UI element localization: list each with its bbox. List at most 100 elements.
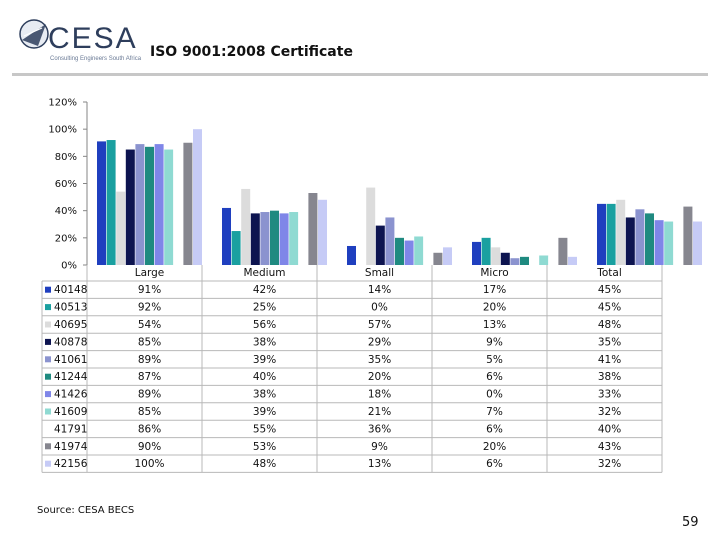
legend-swatch bbox=[45, 356, 51, 363]
bar bbox=[568, 256, 577, 265]
bar bbox=[491, 247, 501, 265]
bar bbox=[625, 217, 635, 265]
data-label: 32% bbox=[598, 406, 621, 418]
data-label: 18% bbox=[368, 389, 391, 401]
legend-swatch bbox=[45, 443, 51, 450]
data-label: 43% bbox=[598, 441, 621, 453]
bar bbox=[664, 221, 674, 265]
bar bbox=[97, 141, 106, 265]
data-label: 38% bbox=[598, 371, 621, 383]
bar bbox=[241, 188, 251, 265]
page-title: ISO 9001:2008 Certificate bbox=[150, 44, 353, 60]
data-label: 90% bbox=[138, 441, 161, 453]
data-label: 14% bbox=[368, 284, 391, 296]
data-label: 48% bbox=[598, 319, 621, 331]
bar bbox=[404, 240, 414, 265]
bar bbox=[385, 217, 395, 265]
bar bbox=[308, 193, 318, 265]
bar bbox=[231, 231, 241, 265]
legend-swatch bbox=[45, 304, 51, 311]
data-label: 89% bbox=[138, 354, 161, 366]
legend-label: 41609 bbox=[54, 406, 87, 418]
bar bbox=[154, 144, 164, 265]
bar bbox=[558, 237, 568, 265]
category-label: Total bbox=[596, 267, 622, 279]
data-label: 85% bbox=[138, 406, 161, 418]
data-label: 0% bbox=[486, 389, 503, 401]
data-label: 6% bbox=[486, 371, 503, 383]
data-label: 32% bbox=[598, 458, 621, 470]
bar bbox=[616, 199, 626, 265]
bar bbox=[520, 256, 529, 265]
data-label: 21% bbox=[368, 406, 391, 418]
bar bbox=[597, 203, 606, 265]
data-label: 41% bbox=[598, 354, 621, 366]
bar bbox=[183, 142, 193, 265]
data-label: 13% bbox=[368, 458, 391, 470]
y-tick-label: 100% bbox=[48, 125, 77, 136]
data-label: 45% bbox=[598, 284, 621, 296]
data-label: 56% bbox=[253, 319, 276, 331]
data-label: 85% bbox=[138, 336, 161, 348]
bar bbox=[135, 144, 145, 265]
bar bbox=[318, 199, 327, 265]
legend-swatch bbox=[45, 460, 51, 467]
data-label: 35% bbox=[368, 354, 391, 366]
legend-label: 41244 bbox=[54, 371, 88, 383]
cesa-logo-icon bbox=[19, 19, 49, 49]
bar bbox=[693, 221, 702, 265]
bar bbox=[539, 255, 549, 265]
data-label: 40% bbox=[598, 423, 621, 435]
bar bbox=[635, 209, 645, 265]
bar bbox=[173, 147, 184, 266]
bar-series bbox=[97, 129, 702, 266]
bar bbox=[472, 241, 481, 265]
bar bbox=[443, 247, 452, 265]
y-axis: 0% 20% 40% 60% 80% 100% 120% bbox=[48, 98, 88, 272]
data-label: 9% bbox=[371, 441, 388, 453]
legend-swatch bbox=[45, 373, 51, 380]
bar bbox=[683, 206, 693, 265]
bar bbox=[654, 220, 664, 265]
header-divider bbox=[12, 73, 708, 76]
bar bbox=[222, 207, 231, 265]
legend-swatch bbox=[44, 425, 52, 433]
bar bbox=[606, 203, 616, 265]
data-label: 13% bbox=[483, 319, 506, 331]
legend-label: 41426 bbox=[54, 389, 88, 401]
bar bbox=[375, 225, 385, 265]
bar bbox=[414, 236, 424, 265]
category-label: Micro bbox=[480, 267, 508, 279]
data-label: 39% bbox=[253, 354, 276, 366]
data-label: 42% bbox=[253, 284, 276, 296]
data-label: 54% bbox=[138, 319, 161, 331]
bar bbox=[260, 212, 270, 265]
bar bbox=[116, 191, 126, 265]
y-tick-label: 40% bbox=[55, 206, 77, 217]
legend-swatch bbox=[45, 408, 51, 415]
data-label: 40% bbox=[253, 371, 276, 383]
y-tick-label: 0% bbox=[61, 261, 77, 272]
data-label: 87% bbox=[138, 371, 161, 383]
category-label: Small bbox=[365, 267, 394, 279]
category-label: Medium bbox=[244, 267, 286, 279]
logo-subtext: Consulting Engineers South Africa bbox=[50, 56, 142, 62]
data-label: 20% bbox=[368, 371, 391, 383]
bar bbox=[510, 258, 520, 265]
legend-swatch bbox=[45, 286, 51, 293]
legend-label: 40695 bbox=[54, 319, 87, 331]
bar bbox=[548, 256, 559, 266]
data-label: 100% bbox=[134, 458, 164, 470]
bar bbox=[250, 213, 260, 265]
data-label: 35% bbox=[598, 336, 621, 348]
y-tick-label: 80% bbox=[55, 152, 77, 163]
data-label: 0% bbox=[371, 302, 388, 314]
y-tick-label: 60% bbox=[55, 179, 77, 190]
bar bbox=[289, 212, 299, 265]
category-label: Large bbox=[135, 267, 165, 279]
data-label: 45% bbox=[598, 302, 621, 314]
legend-label: 40878 bbox=[54, 336, 87, 348]
data-label: 33% bbox=[598, 389, 621, 401]
legend-swatch bbox=[45, 391, 51, 398]
